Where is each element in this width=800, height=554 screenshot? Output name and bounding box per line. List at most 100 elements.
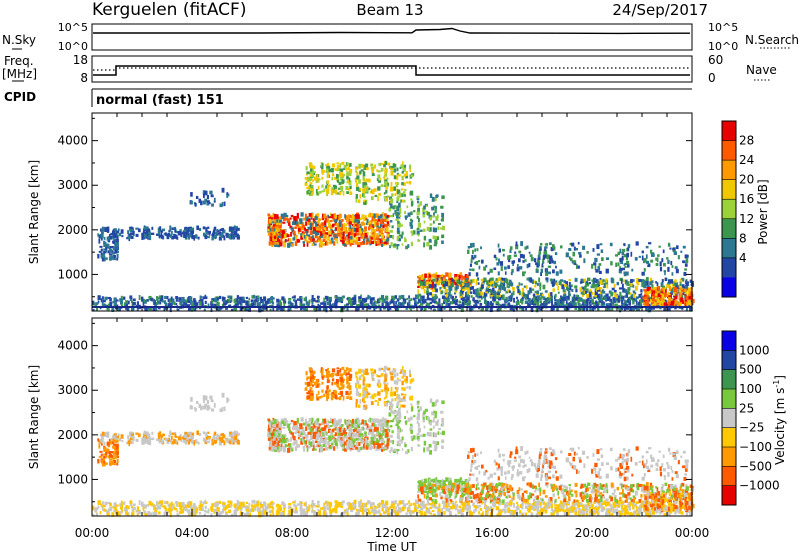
power-point	[609, 242, 613, 247]
velocity-point	[438, 503, 441, 509]
power-point	[113, 304, 117, 308]
power-point	[620, 296, 624, 299]
power-point	[355, 197, 358, 203]
power-point	[660, 289, 664, 292]
power-point	[544, 298, 547, 302]
velocity-point	[383, 503, 386, 509]
power-point	[370, 163, 374, 167]
power-point	[186, 230, 189, 236]
velocity-point	[97, 505, 100, 509]
power-point	[325, 164, 328, 167]
velocity-point	[417, 504, 422, 508]
power-point	[391, 225, 394, 229]
velocity-point	[114, 505, 117, 511]
power-point	[299, 219, 303, 224]
power-point	[592, 307, 595, 311]
power-point	[484, 307, 487, 310]
velocity-point	[216, 502, 220, 506]
velocity-point	[543, 507, 546, 512]
velocity-point	[323, 507, 327, 513]
velocity-point	[516, 507, 518, 512]
power-point	[248, 297, 251, 301]
velocity-point	[357, 509, 361, 514]
power-point	[575, 295, 579, 300]
velocity-point	[192, 511, 196, 515]
power-point	[371, 215, 374, 220]
power-point	[278, 299, 282, 305]
velocity-point	[305, 511, 308, 517]
power-point	[437, 226, 440, 231]
power-point	[429, 285, 433, 288]
power-point	[380, 213, 383, 218]
power-point	[290, 232, 292, 237]
power-point	[543, 302, 546, 307]
power-point	[380, 219, 383, 225]
velocity-point	[246, 511, 249, 515]
power-point	[673, 281, 676, 286]
power-point	[385, 189, 388, 194]
power-point	[127, 300, 130, 305]
power-point	[384, 160, 388, 166]
velocity-point	[345, 510, 349, 513]
power-point	[103, 250, 107, 254]
velocity-point	[189, 501, 193, 506]
power-point	[372, 230, 375, 235]
power-point	[147, 306, 151, 311]
power-point	[524, 246, 527, 250]
velocity-point	[593, 507, 596, 510]
velocity-point	[183, 507, 187, 511]
power-point	[573, 294, 576, 298]
power-point	[541, 293, 544, 297]
power-point	[343, 164, 347, 169]
velocity-point	[461, 512, 463, 518]
power-point	[119, 298, 123, 302]
power-point	[379, 307, 382, 311]
power-point	[307, 176, 311, 181]
power-point	[626, 293, 629, 298]
velocity-point	[126, 512, 129, 516]
power-point	[531, 279, 535, 284]
velocity-point	[103, 460, 106, 464]
power-point	[213, 197, 216, 202]
power-point	[360, 300, 363, 305]
power-point	[345, 223, 348, 227]
power-point	[262, 300, 265, 305]
power-point	[645, 245, 649, 249]
power-point	[489, 277, 493, 281]
power-point	[303, 243, 305, 247]
power-point	[495, 302, 499, 306]
power-point	[687, 287, 691, 293]
power-point	[273, 224, 276, 227]
power-point	[404, 238, 407, 243]
power-point	[334, 219, 338, 223]
velocity-point	[331, 508, 335, 513]
power-point	[439, 289, 441, 292]
power-point	[326, 242, 329, 246]
velocity-point	[550, 503, 553, 509]
power-point	[220, 232, 224, 237]
power-point	[451, 296, 454, 300]
power-point	[272, 307, 275, 311]
power-point	[486, 280, 489, 285]
velocity-point	[254, 504, 258, 507]
power-point	[216, 229, 219, 232]
velocity-point	[544, 503, 547, 507]
power-point	[595, 302, 598, 307]
velocity-point	[159, 431, 162, 436]
power-point	[593, 296, 596, 299]
power-point	[306, 242, 309, 247]
power-point	[668, 283, 671, 287]
power-point	[271, 297, 275, 300]
velocity-point	[185, 509, 189, 512]
power-point	[160, 232, 163, 238]
power-point	[390, 198, 394, 204]
power-point	[391, 165, 395, 169]
power-point	[350, 232, 353, 236]
power-point	[313, 176, 318, 181]
power-point	[441, 217, 445, 222]
power-point	[397, 174, 401, 177]
power-point	[434, 274, 437, 279]
power-point	[334, 234, 338, 239]
power-point	[598, 270, 602, 275]
power-point	[190, 302, 194, 307]
